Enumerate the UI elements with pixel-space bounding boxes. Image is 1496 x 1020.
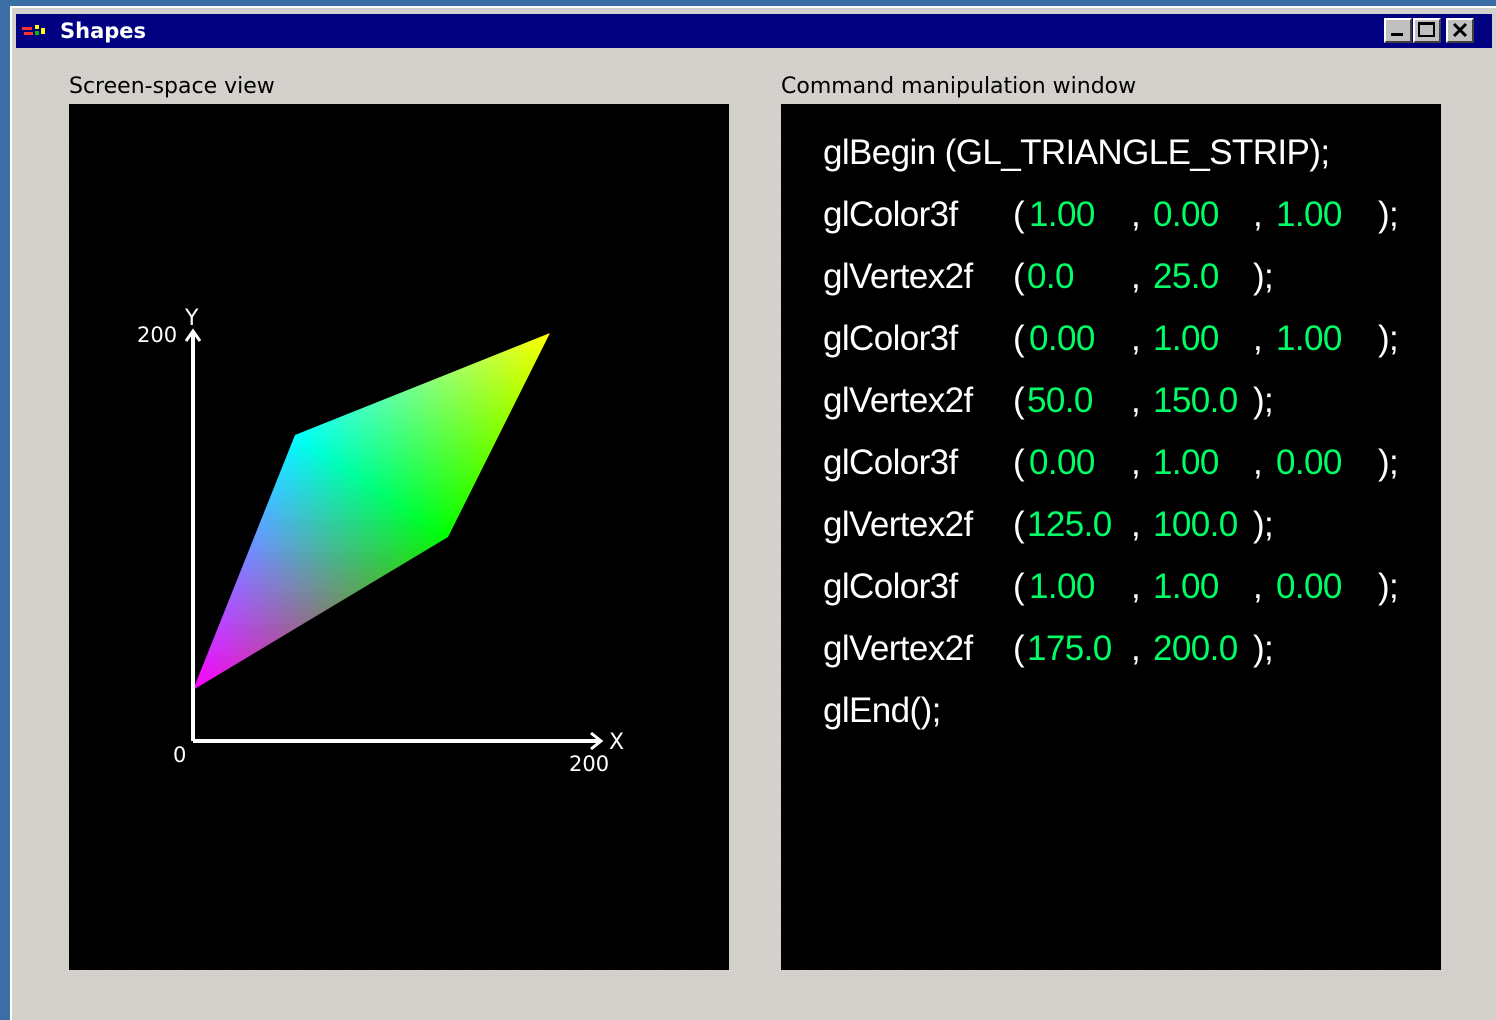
close-paren: ); (1253, 381, 1274, 420)
x-max-label: 200 (569, 752, 609, 776)
comma: , (1253, 319, 1263, 358)
arg-value-1[interactable]: 175.0 (1027, 629, 1112, 668)
function-name: glColor3f (823, 195, 958, 234)
arg-value-3[interactable]: 1.00 (1276, 195, 1342, 234)
comma: , (1131, 195, 1141, 234)
comma: , (1131, 629, 1141, 668)
gl-end-line: glEnd(); (823, 691, 941, 730)
comma: , (1131, 257, 1141, 296)
close-button[interactable] (1446, 18, 1474, 43)
origin-label: 0 (173, 743, 186, 767)
minimize-button[interactable] (1384, 18, 1412, 43)
arg-value-2[interactable]: 150.0 (1153, 381, 1238, 420)
screen-space-canvas: X Y 0 200 200 (137, 306, 624, 776)
close-paren: ); (1253, 505, 1274, 544)
screen-space-view-label: Screen-space view (69, 74, 275, 99)
open-paren: ( (1013, 567, 1025, 606)
arg-value-2[interactable]: 1.00 (1153, 567, 1219, 606)
arg-value-2[interactable]: 0.00 (1153, 195, 1219, 234)
arg-value-1[interactable]: 1.00 (1029, 567, 1095, 606)
close-paren: ); (1378, 195, 1399, 234)
open-paren: ( (1013, 257, 1025, 296)
screen-space-view: X Y 0 200 200 (69, 104, 729, 970)
maximize-button[interactable] (1413, 18, 1441, 43)
x-axis-arrow (590, 731, 604, 751)
comma: , (1253, 195, 1263, 234)
comma: , (1253, 567, 1263, 606)
close-paren: ); (1253, 629, 1274, 668)
arg-value-2[interactable]: 25.0 (1153, 257, 1219, 296)
function-name: glVertex2f (823, 505, 973, 544)
arg-value-1[interactable]: 0.0 (1027, 257, 1074, 296)
triangle-strip-shape (193, 333, 550, 690)
arg-value-1[interactable]: 125.0 (1027, 505, 1112, 544)
open-paren: ( (1013, 195, 1025, 234)
shapes-window: Shapes Screen-space view (10, 6, 1496, 1020)
open-paren: ( (1013, 381, 1025, 420)
function-name: glVertex2f (823, 257, 973, 296)
comma: , (1131, 319, 1141, 358)
arg-value-2[interactable]: 100.0 (1153, 505, 1238, 544)
function-name: glColor3f (823, 567, 958, 606)
open-paren: ( (1013, 443, 1025, 482)
app-icon (22, 25, 45, 35)
arg-value-3[interactable]: 0.00 (1276, 567, 1342, 606)
y-axis-arrow (184, 328, 202, 342)
arg-value-2[interactable]: 1.00 (1153, 319, 1219, 358)
comma: , (1131, 443, 1141, 482)
open-paren: ( (1013, 319, 1025, 358)
y-max-label: 200 (137, 323, 177, 347)
minimize-icon (1391, 33, 1403, 36)
window-title: Shapes (60, 19, 147, 43)
command-window-label: Command manipulation window (781, 74, 1137, 99)
comma: , (1253, 443, 1263, 482)
function-name: glColor3f (823, 443, 958, 482)
close-icon (1452, 22, 1468, 38)
close-paren: ); (1378, 567, 1399, 606)
close-paren: ); (1378, 319, 1399, 358)
arg-value-1[interactable]: 0.00 (1029, 443, 1095, 482)
open-paren: ( (1013, 505, 1025, 544)
function-name: glColor3f (823, 319, 958, 358)
arg-value-1[interactable]: 50.0 (1027, 381, 1093, 420)
comma: , (1131, 381, 1141, 420)
comma: , (1131, 567, 1141, 606)
arg-value-3[interactable]: 0.00 (1276, 443, 1342, 482)
gl-begin-line: glBegin (GL_TRIANGLE_STRIP); (823, 133, 1330, 172)
close-paren: ); (1378, 443, 1399, 482)
maximize-icon (1418, 22, 1435, 37)
y-axis-label: Y (184, 306, 199, 331)
arg-value-1[interactable]: 1.00 (1029, 195, 1095, 234)
title-bar[interactable]: Shapes (16, 14, 1492, 48)
arg-value-3[interactable]: 1.00 (1276, 319, 1342, 358)
close-paren: ); (1253, 257, 1274, 296)
arg-value-1[interactable]: 0.00 (1029, 319, 1095, 358)
x-axis-label: X (609, 730, 624, 755)
command-manipulation-window: glBegin (GL_TRIANGLE_STRIP); glColor3f (1… (781, 104, 1441, 970)
function-name: glVertex2f (823, 381, 973, 420)
arg-value-2[interactable]: 200.0 (1153, 629, 1238, 668)
arg-value-2[interactable]: 1.00 (1153, 443, 1219, 482)
function-name: glVertex2f (823, 629, 973, 668)
open-paren: ( (1013, 629, 1025, 668)
comma: , (1131, 505, 1141, 544)
